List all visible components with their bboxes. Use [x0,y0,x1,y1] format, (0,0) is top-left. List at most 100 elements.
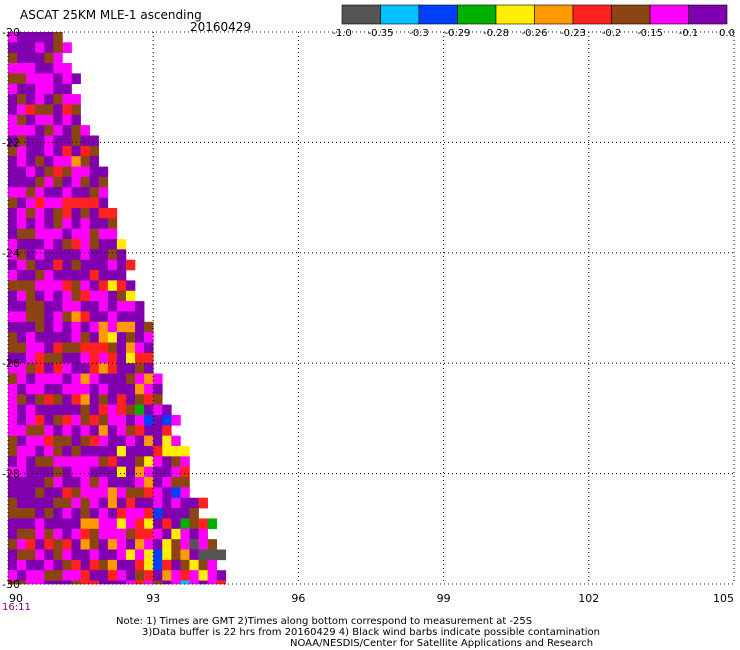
heatmap-cell [107,466,118,478]
heatmap-cell [98,218,109,229]
heatmap-cell [8,228,18,240]
heatmap-cell [135,404,145,416]
heatmap-cell [180,549,190,561]
heatmap-cell [44,570,54,581]
heatmap-cell [8,114,18,126]
heatmap-cell [35,166,45,178]
heatmap-cell [62,301,72,312]
heatmap-cell [62,414,72,426]
heatmap-cell [116,466,127,478]
heatmap-cell [135,497,145,509]
heatmap-cell [80,311,90,323]
heatmap-cell [26,435,36,447]
heatmap-cell [17,446,27,457]
heatmap-cell [8,94,18,105]
heatmap-cell [44,94,54,105]
heatmap-cell [71,156,81,167]
heatmap-cell [62,42,72,53]
heatmap-cell [80,539,90,550]
heatmap-cell [8,176,18,188]
heatmap-cell [17,249,27,260]
heatmap-cell [26,342,36,354]
heatmap-cell [62,228,72,240]
heatmap-cell [180,466,190,478]
heatmap-cell [17,383,27,395]
heatmap-cell [80,270,90,281]
heatmap-cell [98,373,109,385]
heatmap-cell [89,425,100,436]
heatmap-cell [98,332,109,343]
footnote-line-3: NOAA/NESDIS/Center for Satellite Applica… [290,638,594,649]
heatmap-cell [116,508,127,519]
heatmap-cell [98,539,109,550]
heatmap-cell [116,394,127,405]
heatmap-cell [71,518,81,530]
heatmap-cell [8,218,18,229]
heatmap-cell [71,239,81,250]
heatmap-cell [80,259,90,271]
heatmap-cell [62,104,72,116]
footnote-line-2: 3)Data buffer is 22 hrs from 20160429 4)… [142,627,600,638]
heatmap-cell [26,52,36,64]
heatmap-cell [180,446,190,457]
heatmap-cell [8,425,18,436]
heatmap-cell [180,580,190,585]
heatmap-cell [80,125,90,136]
heatmap-cell [17,363,27,374]
heatmap-cell [17,518,27,530]
heatmap-cell [116,363,127,374]
heatmap-cell [26,446,36,457]
heatmap-cell [116,487,127,499]
heatmap-cell [8,456,18,467]
heatmap-cell [98,363,109,374]
heatmap-cell [125,580,136,585]
heatmap-cell [8,125,18,136]
heatmap-cell [207,580,218,585]
heatmap-cell [162,580,172,585]
heatmap-cell [98,249,109,260]
heatmap-cell [26,383,36,395]
heatmap-cell [53,539,63,550]
heatmap-cell [44,145,54,157]
heatmap-cell [35,207,45,219]
heatmap-cell [17,63,27,74]
heatmap-cell [62,508,72,519]
heatmap-cell [89,342,100,354]
heatmap-cell [80,332,90,343]
heatmap-cell [17,539,27,550]
heatmap-cell [44,166,54,178]
heatmap-cell [53,249,63,260]
heatmap-cell [116,259,127,271]
heatmap-cell [135,518,145,530]
heatmap-cell [17,311,27,323]
heatmap-cell [44,259,54,271]
y-tick-label: -28 [2,468,20,481]
heatmap-cell [98,176,109,188]
heatmap-cell [26,218,36,229]
heatmap-cell [26,549,36,561]
heatmap-cell [26,518,36,530]
heatmap-cell [35,446,45,457]
heatmap-cell [26,466,36,478]
heatmap-cell [62,218,72,229]
heatmap-cell [98,425,109,436]
heatmap-cell [162,466,172,478]
heatmap-cell [98,528,109,540]
heatmap-cell [144,414,154,426]
heatmap-cell [71,373,81,385]
heatmap-cell [198,580,208,585]
heatmap-cell [144,332,154,343]
heatmap-cell [89,259,100,271]
heatmap-cell [8,497,18,509]
heatmap-cell [89,394,100,405]
heatmap-cell [35,466,45,478]
heatmap-cell [107,311,118,323]
heatmap-cell [44,249,54,260]
heatmap-cell [53,125,63,136]
heatmap-cell [44,497,54,509]
heatmap-cell [62,342,72,354]
heatmap-cell [44,414,54,426]
heatmap-cell [44,528,54,540]
heatmap-cell [98,352,109,364]
